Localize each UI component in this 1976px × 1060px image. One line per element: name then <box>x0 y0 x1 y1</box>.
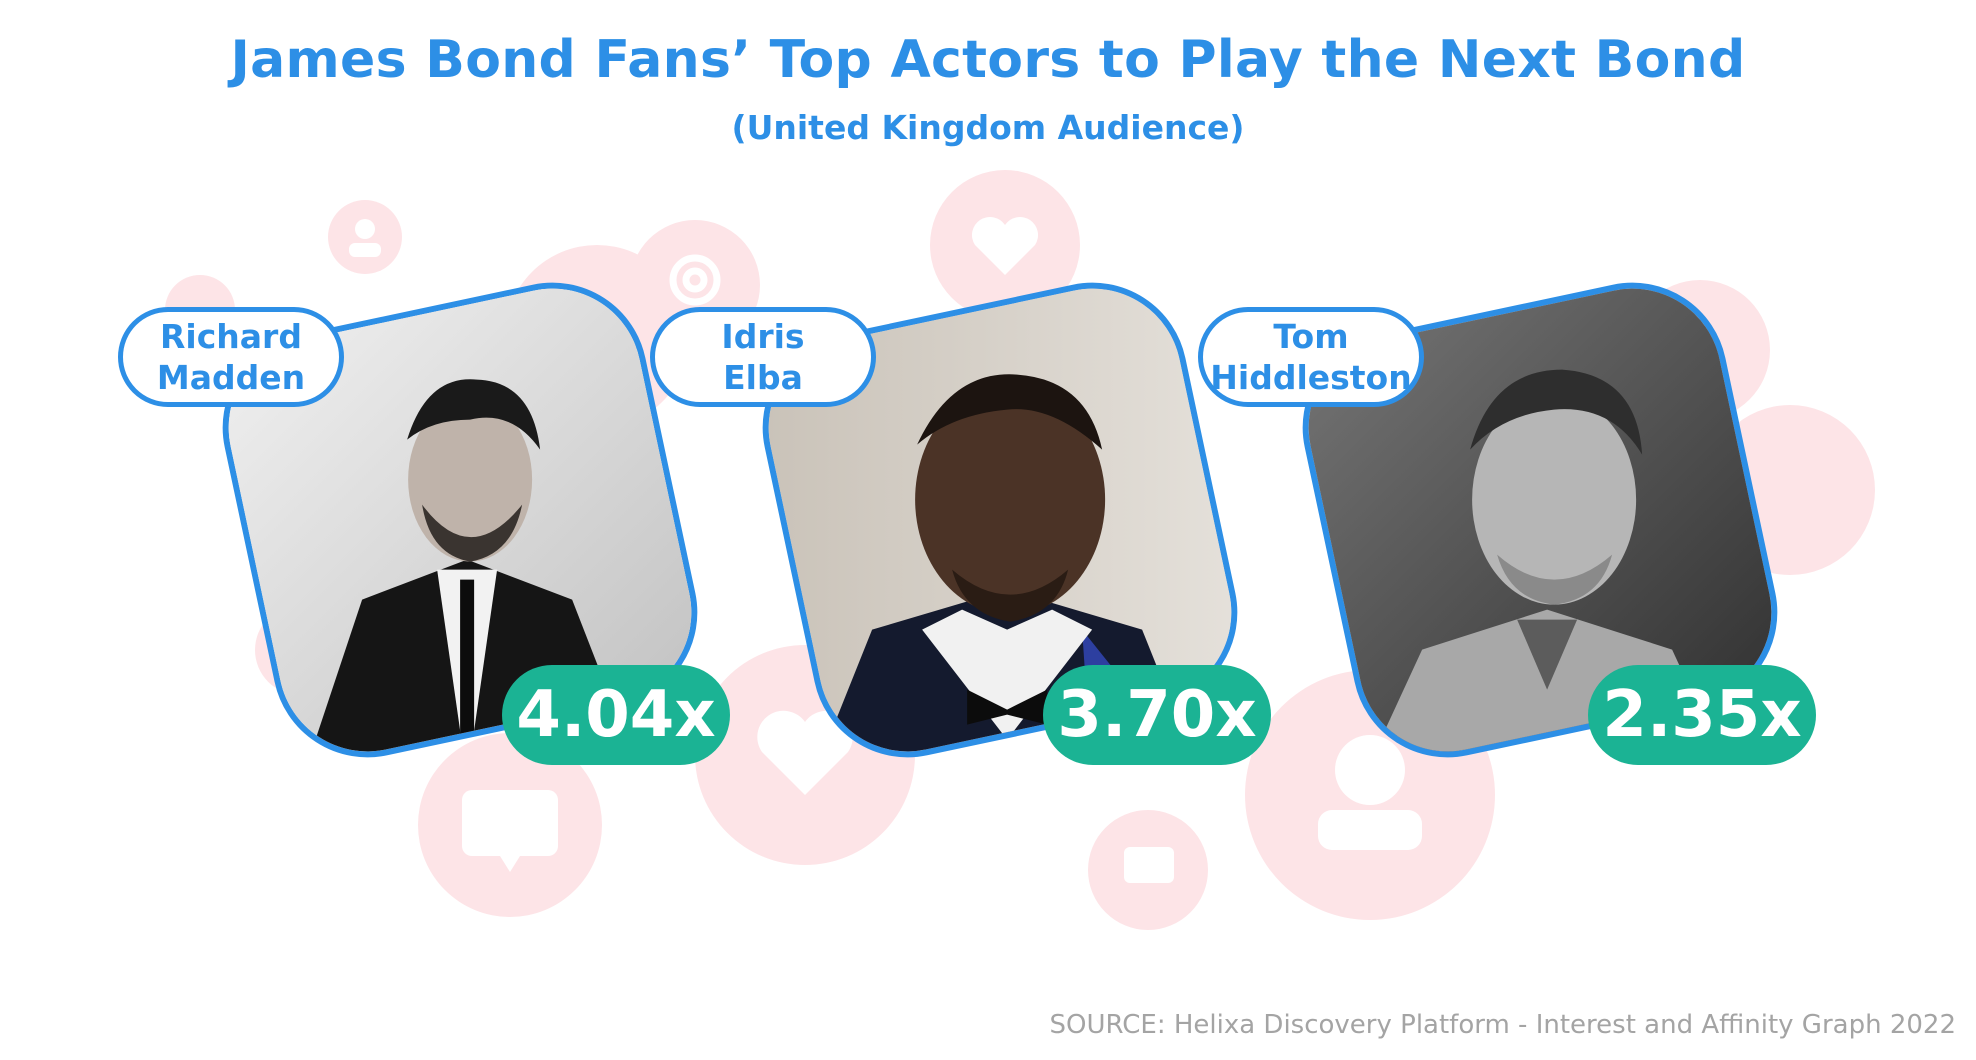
affinity-score-badge: 4.04x <box>502 665 730 765</box>
affinity-score-badge: 3.70x <box>1043 665 1271 765</box>
source-caption: SOURCE: Helixa Discovery Platform - Inte… <box>1049 1010 1956 1040</box>
chat-icon <box>1124 847 1174 883</box>
chat-icon <box>462 790 558 872</box>
user-icon <box>349 219 381 257</box>
actor-name-label: Tom Hiddleston <box>1198 307 1424 407</box>
affinity-score-badge: 2.35x <box>1588 665 1816 765</box>
actor-first-name: Tom <box>1273 317 1349 356</box>
chart-title: James Bond Fans’ Top Actors to Play the … <box>230 30 1746 90</box>
chart-subtitle: (United Kingdom Audience) <box>731 108 1245 147</box>
heart-icon <box>757 710 853 795</box>
actor-last-name: Hiddleston <box>1210 358 1412 397</box>
actor-first-name: Idris <box>721 317 805 356</box>
at-icon <box>669 254 721 306</box>
heart-icon <box>971 216 1039 275</box>
actor-last-name: Madden <box>156 358 306 397</box>
actor-name-label: Idris Elba <box>650 307 876 407</box>
actor-first-name: Richard <box>160 317 302 356</box>
actor-last-name: Elba <box>723 358 803 397</box>
actor-name-label: Richard Madden <box>118 307 344 407</box>
